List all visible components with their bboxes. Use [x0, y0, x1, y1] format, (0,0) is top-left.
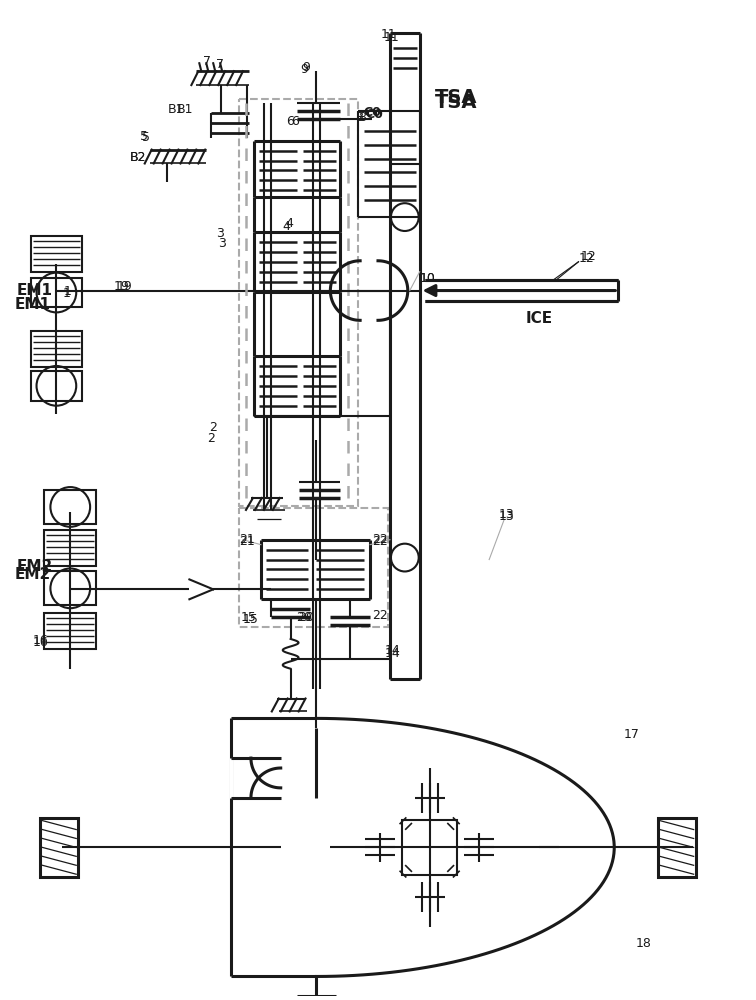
Bar [30, 278, 82, 307]
Text: 22: 22 [372, 533, 388, 546]
Text: B1: B1 [177, 103, 194, 116]
Text: 12: 12 [578, 252, 594, 265]
Text: ICE: ICE [525, 311, 553, 326]
Text: B1: B1 [168, 103, 184, 116]
Bar [30, 236, 82, 272]
Text: TSA: TSA [435, 93, 477, 112]
Bar [239, 99, 358, 506]
Text: 6: 6 [290, 115, 299, 128]
Bar [45, 490, 96, 524]
Text: EM2: EM2 [17, 559, 53, 574]
Text: C0: C0 [365, 108, 383, 121]
Text: 8: 8 [358, 111, 366, 124]
Text: 10: 10 [420, 272, 435, 285]
Bar [402, 820, 457, 875]
Text: 14: 14 [385, 644, 401, 657]
Text: 17: 17 [623, 728, 639, 741]
Bar [239, 508, 388, 627]
Text: 18: 18 [636, 937, 652, 950]
Text: 14: 14 [385, 647, 401, 660]
Text: TSA: TSA [435, 88, 477, 107]
Text: EM1: EM1 [17, 283, 53, 298]
Text: 15: 15 [243, 613, 259, 626]
Text: 11: 11 [384, 31, 400, 44]
Text: 22: 22 [372, 609, 388, 622]
Text: 15: 15 [241, 611, 257, 624]
Text: EM2: EM2 [14, 567, 51, 582]
Text: 16: 16 [33, 636, 48, 649]
Bar [45, 530, 96, 566]
Text: 6: 6 [286, 115, 293, 128]
Text: 1: 1 [62, 287, 70, 300]
Bar [30, 331, 82, 367]
Text: 9: 9 [302, 61, 311, 74]
Text: 22: 22 [372, 535, 388, 548]
Bar [658, 818, 696, 877]
Bar [45, 571, 96, 605]
Text: 2: 2 [207, 432, 215, 445]
Bar [30, 371, 82, 401]
Text: 13: 13 [499, 510, 515, 523]
Text: 11: 11 [381, 28, 397, 41]
Text: 4: 4 [283, 220, 290, 233]
Text: 5: 5 [141, 131, 150, 144]
Text: EM1: EM1 [14, 297, 51, 312]
Text: 8: 8 [355, 111, 363, 124]
Text: 7: 7 [203, 55, 211, 68]
Text: 3: 3 [218, 237, 226, 250]
Text: 2: 2 [209, 421, 217, 434]
Text: 13: 13 [499, 508, 515, 521]
Text: 4: 4 [286, 217, 293, 230]
Bar [41, 818, 78, 877]
Text: 19: 19 [117, 280, 133, 293]
Text: B2: B2 [130, 151, 147, 164]
Text: 20: 20 [296, 611, 312, 624]
Text: B2: B2 [130, 151, 147, 164]
Bar [425, 280, 618, 301]
Text: 7: 7 [216, 58, 225, 71]
Text: 5: 5 [140, 130, 147, 143]
Text: 12: 12 [581, 250, 596, 263]
Text: 19: 19 [114, 280, 130, 293]
Text: 3: 3 [216, 227, 224, 240]
Text: 20: 20 [299, 611, 314, 624]
Text: 1: 1 [64, 285, 71, 298]
Text: 21: 21 [239, 533, 255, 546]
Bar [45, 613, 96, 649]
Text: 9: 9 [301, 63, 308, 76]
Text: 10: 10 [420, 272, 435, 285]
Text: 16: 16 [33, 634, 48, 647]
Text: 21: 21 [239, 535, 255, 548]
Text: C0: C0 [363, 106, 381, 119]
